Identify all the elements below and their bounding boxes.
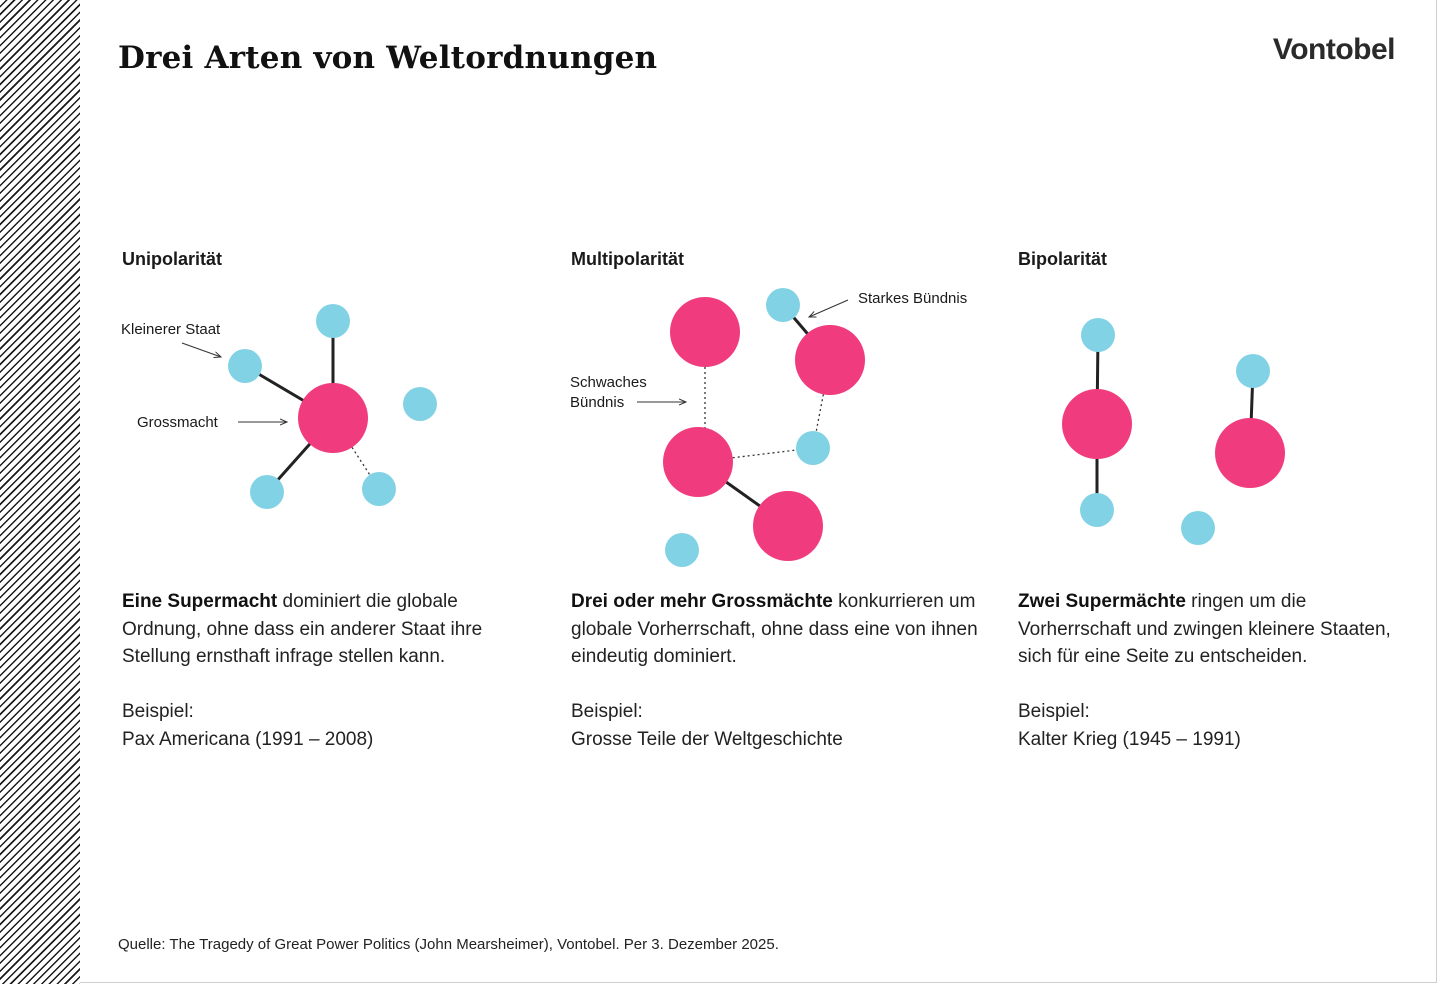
desc-bipolaritaet-text: ringen um die Vorherrschaft und zwingen … (1018, 591, 1391, 667)
example-label: Beispiel: (571, 701, 643, 722)
bipolar-state-left-bottom (1080, 493, 1114, 527)
example-unipolaritaet: Beispiel: Pax Americana (1991 – 2008) (122, 698, 562, 753)
desc-multipolaritaet-bold: Drei oder mehr Grossmächte (571, 591, 833, 612)
desc-multipolaritaet-text: konkurrieren um globale Vorherrschaft, o… (571, 591, 978, 667)
multipolar-state-right (796, 431, 830, 465)
bipolar-diagram (1062, 318, 1285, 545)
vontobel-logo: Vontobel (1272, 33, 1396, 66)
unipolar-state-right (403, 387, 437, 421)
multipolar-diagram: Starkes Bündnis Schwaches Bündnis (570, 288, 967, 567)
example-multipolaritaet: Beispiel: Grosse Teile der Weltgeschicht… (571, 698, 1011, 753)
multipolar-state-bottom (665, 533, 699, 567)
unipolar-state-bottom-left (250, 475, 284, 509)
label-buendnis: Bündnis (570, 394, 624, 411)
arrow-starkes-buendnis (809, 299, 849, 317)
bipolar-state-unaligned (1181, 511, 1215, 545)
multipolar-weak-link-horizontal (697, 447, 814, 463)
bipolar-superpower-right (1215, 418, 1285, 488)
example-bipolaritaet: Beispiel: Kalter Krieg (1945 – 1991) (1018, 698, 1438, 753)
label-starkes-buendnis: Starkes Bündnis (858, 290, 967, 307)
page-title: Drei Arten von Weltordnungen (118, 40, 658, 76)
slide-frame (80, 0, 1437, 983)
label-kleinerer-staat: Kleinerer Staat (121, 321, 221, 338)
example-value: Grosse Teile der Weltgeschichte (571, 728, 843, 750)
heading-multipolaritaet: Multipolarität (571, 249, 684, 269)
desc-unipolaritaet-bold: Eine Supermacht (122, 591, 278, 612)
desc-unipolaritaet-text: dominiert die globale Ordnung, ohne dass… (122, 591, 483, 667)
multipolar-great-power-right (795, 325, 865, 395)
hatched-border (0, 0, 80, 984)
unipolar-diagram: Kleinerer Staat Grossmacht (121, 304, 437, 509)
multipolar-state-top (766, 288, 800, 322)
desc-multipolaritaet: Drei oder mehr Grossmächte konkurrieren … (571, 588, 1001, 671)
bipolar-state-left-top (1081, 318, 1115, 352)
unipolar-state-left (228, 349, 262, 383)
multipolar-great-power-top (670, 297, 740, 367)
unipolar-state-top (316, 304, 350, 338)
multipolar-great-power-center (663, 427, 733, 497)
arrow-kleinerer-staat (181, 342, 221, 357)
heading-unipolaritaet: Unipolarität (122, 249, 223, 269)
unipolar-great-power (298, 383, 368, 453)
desc-bipolaritaet-bold: Zwei Supermächte (1018, 591, 1186, 612)
desc-bipolaritaet: Zwei Supermächte ringen um die Vorherrsc… (1018, 588, 1413, 671)
source-note: Quelle: The Tragedy of Great Power Polit… (118, 936, 779, 953)
bipolar-superpower-left (1062, 389, 1132, 459)
example-value: Pax Americana (1991 – 2008) (122, 728, 374, 750)
unipolar-state-bottom-right (362, 472, 396, 506)
example-label: Beispiel: (122, 701, 194, 722)
label-grossmacht: Grossmacht (137, 414, 219, 431)
example-label: Beispiel: (1018, 701, 1090, 722)
bipolar-state-right-top (1236, 354, 1270, 388)
example-value: Kalter Krieg (1945 – 1991) (1018, 728, 1241, 750)
label-schwaches: Schwaches (570, 374, 647, 391)
desc-unipolaritaet: Eine Supermacht dominiert die globale Or… (122, 588, 542, 671)
multipolar-great-power-bottom (753, 491, 823, 561)
heading-bipolaritaet: Bipolarität (1018, 249, 1108, 269)
